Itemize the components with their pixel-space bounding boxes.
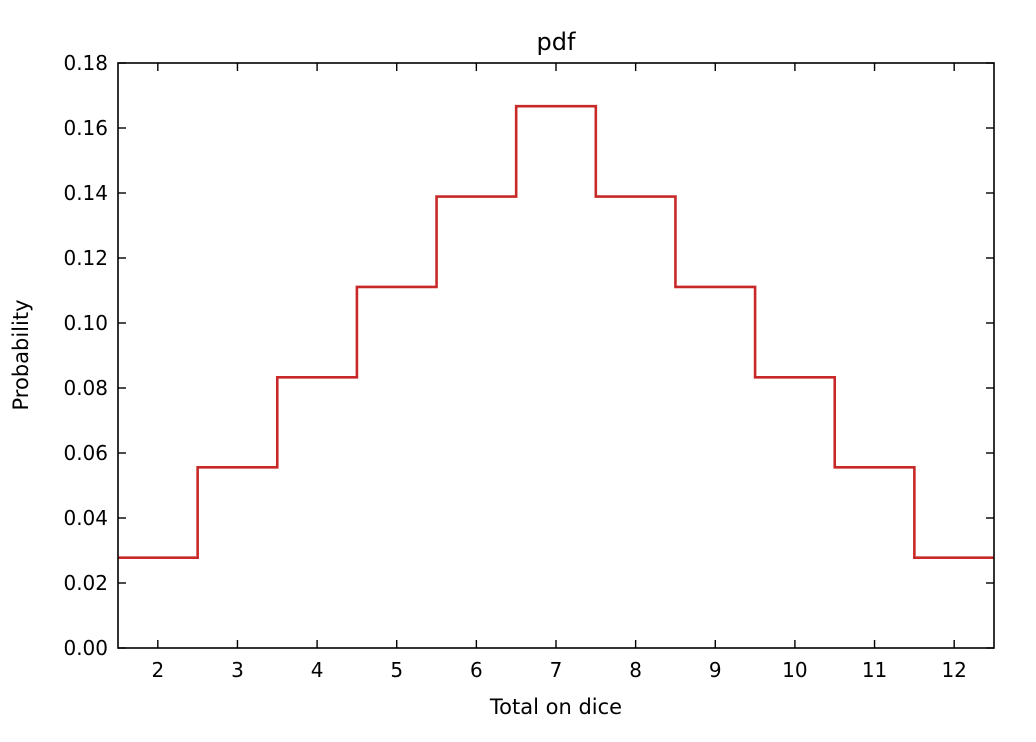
x-axis-label: Total on dice [489,695,622,719]
x-tick-label: 2 [151,658,164,682]
y-tick-label: 0.00 [63,636,108,660]
series-step-line [118,104,994,559]
y-tick-label: 0.06 [63,441,108,465]
y-tick-label: 0.18 [63,51,108,75]
plot-frame [117,62,995,649]
y-tick-label: 0.02 [63,571,108,595]
chart-title: pdf [537,28,576,56]
y-axis-label: Probability [9,299,33,410]
x-tick-label: 11 [862,658,887,682]
y-tick-label: 0.12 [63,246,108,270]
x-tick-label: 8 [629,658,642,682]
x-tick-label: 5 [390,658,403,682]
x-tick-label: 12 [941,658,966,682]
x-tick-label: 7 [550,658,563,682]
y-tick-label: 0.08 [63,376,108,400]
x-tick-label: 3 [231,658,244,682]
y-tick-label: 0.14 [63,181,108,205]
plot-area [117,62,995,649]
x-tick-label: 6 [470,658,483,682]
x-tick-label: 4 [311,658,324,682]
y-tick-label: 0.16 [63,116,108,140]
y-tick-label: 0.04 [63,506,108,530]
x-tick-label: 9 [709,658,722,682]
axis-ticks: 2 3 4 5 6 7 8 9 10 11 12 0.00 0.02 0.04 0.06 0.08 0.10 0.… [63,51,994,682]
y-tick-label: 0.10 [63,311,108,335]
x-tick-label: 10 [782,658,807,682]
